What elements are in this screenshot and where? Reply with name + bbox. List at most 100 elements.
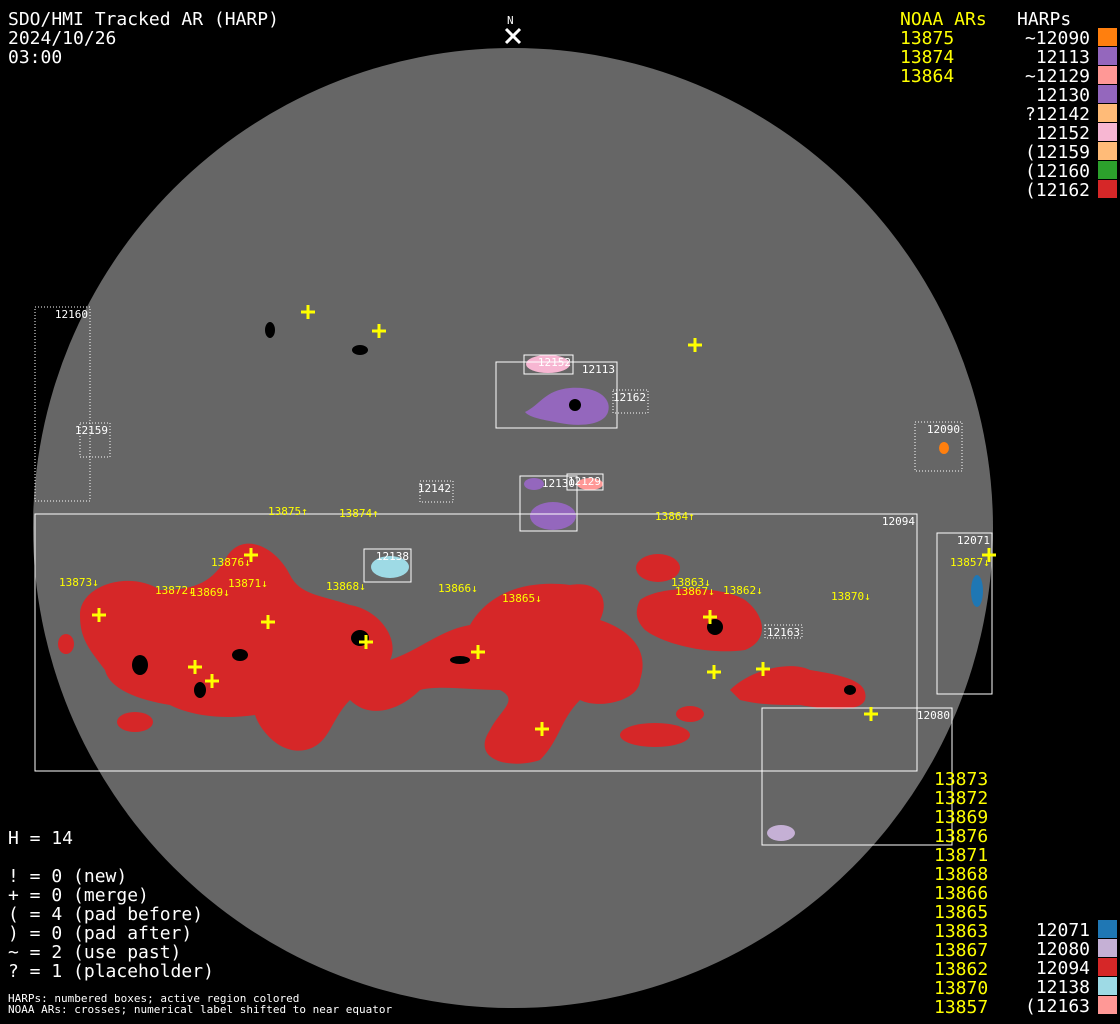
noaa-bottom-item: 13862 bbox=[934, 959, 989, 980]
harp-box-label: 12071 bbox=[957, 534, 990, 547]
region-12090 bbox=[939, 442, 949, 454]
stats-line: ( = 4 (pad before) bbox=[8, 904, 204, 925]
stats-line: ) = 0 (pad after) bbox=[8, 923, 193, 944]
harp-top-item: 12152 bbox=[1035, 123, 1090, 144]
harp-top-item: 12113 bbox=[1035, 47, 1090, 68]
noaa-top-item: 13864 bbox=[900, 66, 955, 87]
harp-box bbox=[519, 475, 578, 532]
harp-box bbox=[566, 473, 604, 491]
region-12129 bbox=[577, 478, 603, 490]
noaa-cross-icon bbox=[707, 665, 721, 679]
harp-top-item: ?12142 bbox=[1024, 104, 1090, 125]
noaa-cross-icon bbox=[205, 674, 219, 688]
noaa-cross-icon bbox=[188, 660, 202, 674]
harp-box-label: 12159 bbox=[75, 424, 108, 437]
noaa-label: 13875↑ bbox=[268, 505, 308, 518]
harp-top-item: 12130 bbox=[1035, 85, 1090, 106]
harp-box bbox=[79, 422, 111, 458]
solar-disk bbox=[33, 48, 993, 1008]
noaa-cross-icon bbox=[703, 610, 717, 624]
harp-top-item: (12159 bbox=[1024, 142, 1090, 163]
harp-color-swatch bbox=[1098, 66, 1117, 84]
north-label: N bbox=[507, 14, 514, 27]
stats-line: ~ = 2 (use past) bbox=[8, 942, 182, 963]
harp-box bbox=[34, 306, 91, 502]
noaa-cross-icon bbox=[864, 707, 878, 721]
noaa-bottom-item: 13873 bbox=[934, 769, 989, 790]
harp-box bbox=[764, 624, 803, 639]
stats-line: ! = 0 (new) bbox=[8, 866, 128, 887]
noaa-label: 13872↓ bbox=[155, 584, 195, 597]
noaa-top-item: 13874 bbox=[900, 47, 955, 68]
noaa-header: NOAA ARs bbox=[900, 9, 987, 30]
noaa-cross-icon bbox=[301, 305, 315, 319]
noaa-bottom-item: 13863 bbox=[934, 921, 989, 942]
harp-color-swatch bbox=[1098, 28, 1117, 46]
harp-color-swatch bbox=[1098, 142, 1117, 160]
harp-box-label: 12162 bbox=[613, 391, 646, 404]
harp-box bbox=[34, 513, 918, 772]
noaa-cross-icon bbox=[535, 722, 549, 736]
noaa-label: 13863↓ bbox=[671, 576, 711, 589]
noaa-bottom-item: 13867 bbox=[934, 940, 989, 961]
region-12138 bbox=[371, 556, 409, 578]
noaa-label: 13862↓ bbox=[723, 584, 763, 597]
harp-color-swatch bbox=[1098, 180, 1117, 198]
noaa-cross-icon bbox=[359, 635, 373, 649]
harp-box-label: 12080 bbox=[917, 709, 950, 722]
harp-box bbox=[495, 361, 618, 429]
region-12130b bbox=[524, 478, 544, 490]
noaa-cross-icon bbox=[372, 324, 386, 338]
harp-color-swatch bbox=[1098, 85, 1117, 103]
noaa-label: 13868↓ bbox=[326, 580, 366, 593]
page-title: SDO/HMI Tracked AR (HARP) bbox=[8, 9, 279, 30]
noaa-label: 13873↓ bbox=[59, 576, 99, 589]
footnote-noaa: NOAA ARs: crosses; numerical label shift… bbox=[8, 1003, 393, 1016]
harp-color-swatch bbox=[1098, 104, 1117, 122]
harp-bottom-item: 12138 bbox=[1035, 977, 1090, 998]
harp-boxes: 1216012159120941213812152121131216212130… bbox=[34, 306, 993, 846]
harp-color-swatch bbox=[1098, 958, 1117, 976]
harp-top-item: ~12090 bbox=[1024, 28, 1090, 49]
harp-box bbox=[936, 532, 993, 695]
harps-header: HARPs bbox=[1017, 9, 1072, 30]
harp-color-swatch bbox=[1098, 977, 1117, 995]
noaa-cross-icon bbox=[688, 338, 702, 352]
noaa-label: 13869↓ bbox=[190, 586, 230, 599]
harp-bottom-item: 12080 bbox=[1035, 939, 1090, 960]
noaa-bottom-item: 13866 bbox=[934, 883, 989, 904]
noaa-bottom-item: 13865 bbox=[934, 902, 989, 923]
noaa-cross-icon bbox=[756, 662, 770, 676]
noaa-bottom-item: 13868 bbox=[934, 864, 989, 885]
harp-bottom-item: 12071 bbox=[1035, 920, 1090, 941]
noaa-label: 13865↓ bbox=[502, 592, 542, 605]
active-regions bbox=[58, 355, 983, 841]
harp-color-swatch bbox=[1098, 920, 1117, 938]
noaa-label: 13866↓ bbox=[438, 582, 478, 595]
region-12080 bbox=[767, 825, 795, 841]
footnote-harps: HARPs: numbered boxes; active region col… bbox=[8, 992, 300, 1005]
noaa-label: 13876↓ bbox=[211, 556, 251, 569]
harp-color-swatch bbox=[1098, 996, 1117, 1014]
noaa-cross-icon bbox=[92, 608, 106, 622]
harp-box bbox=[761, 707, 953, 846]
noaa-label: 13857↓ bbox=[950, 556, 990, 569]
harp-box-label: 12138 bbox=[376, 550, 409, 563]
noaa-label: 13871↓ bbox=[228, 577, 268, 590]
noaa-labels: 13875↑ 13874↑ 13864↑13876↓13873↓13872↓1386… bbox=[59, 505, 990, 605]
harp-box-label: 12160 bbox=[55, 308, 88, 321]
harp-bottom-item: 12094 bbox=[1035, 958, 1090, 979]
region-12130 bbox=[530, 502, 576, 530]
harp-box-label: 12094 bbox=[882, 515, 915, 528]
noaa-label: 13870↓ bbox=[831, 590, 871, 603]
harp-top-item: (12160 bbox=[1024, 161, 1090, 182]
time: 03:00 bbox=[8, 47, 63, 68]
noaa-crosses bbox=[92, 305, 996, 736]
noaa-bottom-item: 13869 bbox=[934, 807, 989, 828]
region-12094 bbox=[58, 543, 866, 764]
region-12152 bbox=[526, 355, 570, 373]
noaa-top-item: 13875 bbox=[900, 28, 955, 49]
region-12113 bbox=[525, 387, 609, 425]
noaa-bottom-item: 13876 bbox=[934, 826, 989, 847]
